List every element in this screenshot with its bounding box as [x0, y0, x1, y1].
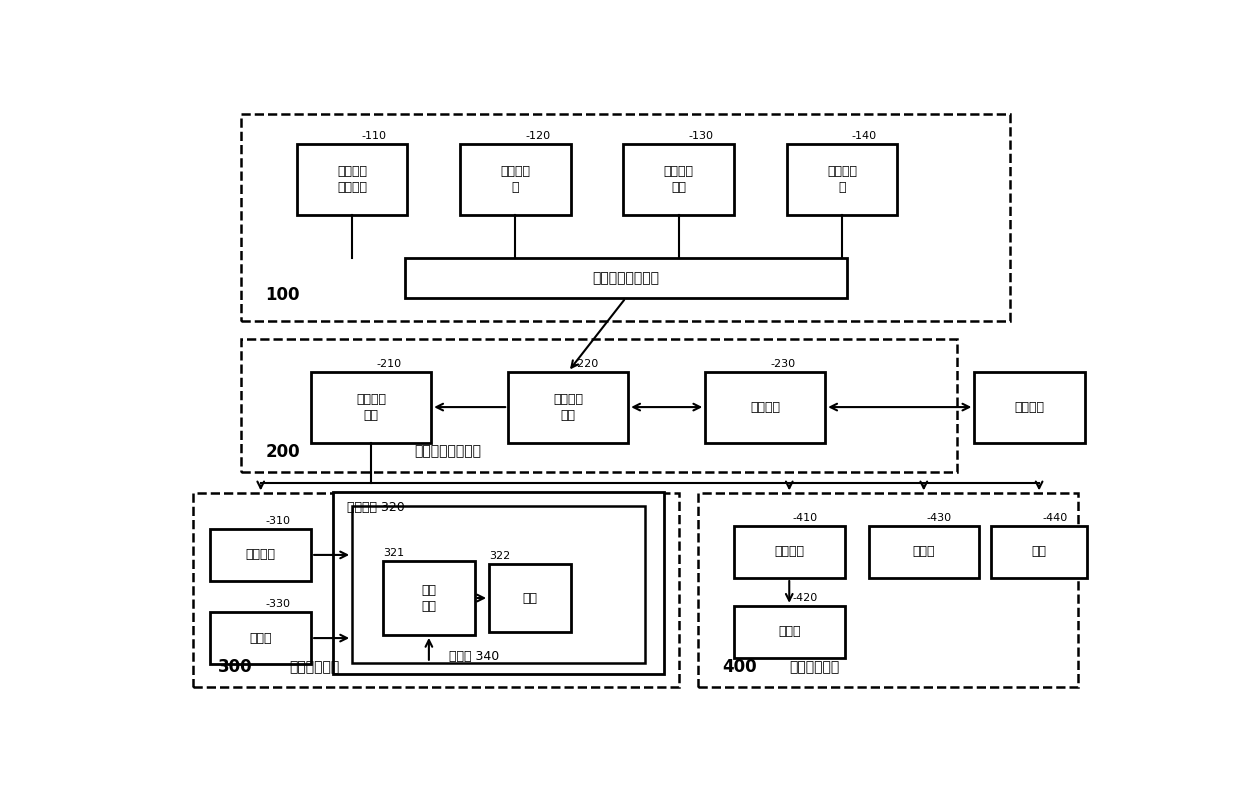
Text: 321: 321 [383, 548, 404, 558]
Text: 100: 100 [265, 286, 300, 303]
Bar [332, 492, 665, 674]
Text: 300: 300 [217, 658, 252, 676]
Text: 电热
敏板: 电热 敏板 [422, 583, 436, 613]
Text: -310: -310 [265, 516, 290, 526]
Bar [242, 114, 1011, 321]
Text: 睡眠信号采集系统: 睡眠信号采集系统 [593, 270, 660, 285]
Text: 辅助引导系统: 辅助引导系统 [789, 660, 839, 674]
Text: 热控电路: 热控电路 [246, 549, 275, 562]
Text: -330: -330 [265, 599, 290, 609]
Text: -210: -210 [376, 358, 402, 369]
Bar [975, 372, 1085, 442]
Text: -140: -140 [852, 130, 877, 141]
Bar [193, 494, 678, 687]
Text: 扬声器: 扬声器 [777, 626, 801, 638]
Text: 200: 200 [265, 442, 300, 461]
Text: 400: 400 [722, 658, 756, 676]
Text: 震动器: 震动器 [913, 546, 935, 558]
Bar [311, 372, 432, 442]
Text: 通信模块: 通信模块 [750, 401, 780, 414]
Text: -420: -420 [792, 593, 817, 602]
Text: -220: -220 [573, 358, 598, 369]
Text: -120: -120 [525, 130, 551, 141]
Text: -130: -130 [688, 130, 713, 141]
Text: 音乐模块: 音乐模块 [774, 546, 805, 558]
Text: 数据存储
模块: 数据存储 模块 [553, 393, 583, 422]
Bar [698, 494, 1078, 687]
Text: 声音传感
器: 声音传感 器 [827, 165, 857, 194]
Bar [624, 144, 734, 214]
Text: 热控插槽 320: 热控插槽 320 [347, 502, 405, 514]
Text: 智能识别
芯觇: 智能识别 芯觇 [356, 393, 386, 422]
Text: 热控香薰系统: 热控香薰系统 [290, 660, 340, 674]
Bar [734, 526, 844, 578]
Bar [489, 564, 570, 632]
Text: 睡眠状态识别系统: 睡眠状态识别系统 [414, 444, 481, 458]
Bar [211, 612, 311, 664]
Text: 加速度传
感器: 加速度传 感器 [663, 165, 693, 194]
Text: 322: 322 [489, 551, 510, 561]
Text: 手机终端: 手机终端 [1014, 401, 1044, 414]
Bar [706, 372, 826, 442]
Bar [352, 506, 645, 662]
Bar [734, 606, 844, 658]
Text: 血氧传感
器: 血氧传感 器 [501, 165, 531, 194]
Text: 香薰片: 香薰片 [249, 631, 272, 645]
Text: -440: -440 [1042, 513, 1068, 522]
Text: -410: -410 [792, 513, 817, 522]
Text: -230: -230 [770, 358, 795, 369]
Bar [460, 144, 570, 214]
Text: -430: -430 [926, 513, 952, 522]
Bar [211, 529, 311, 581]
Bar [383, 561, 475, 635]
Text: 气孔: 气孔 [522, 591, 537, 605]
Bar [242, 339, 957, 472]
Text: 色灯: 色灯 [1032, 546, 1047, 558]
Bar [991, 526, 1087, 578]
Text: 脑电波检
测传感器: 脑电波检 测传感器 [337, 165, 367, 194]
Bar [404, 258, 847, 298]
Text: -110: -110 [362, 130, 387, 141]
Bar [787, 144, 898, 214]
Text: 隔热层 340: 隔热层 340 [449, 650, 498, 662]
Bar [868, 526, 980, 578]
Bar [296, 144, 407, 214]
Bar [508, 372, 629, 442]
